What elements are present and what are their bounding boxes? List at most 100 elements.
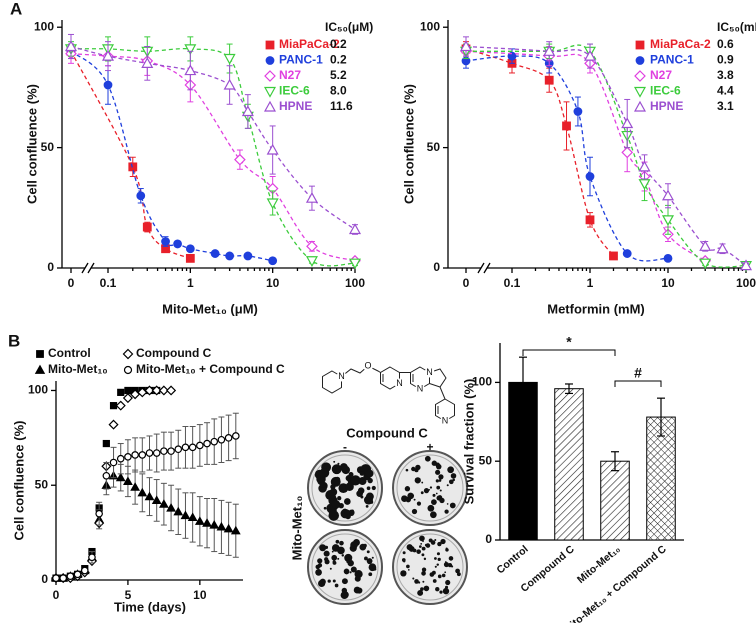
colony xyxy=(323,550,330,557)
colony xyxy=(343,498,351,505)
atom-label: N xyxy=(417,383,424,393)
legend-label: Mito-Met₁₀ + Compound C xyxy=(136,362,285,376)
fit-line xyxy=(465,48,615,257)
colony xyxy=(450,473,457,479)
marker xyxy=(661,215,675,227)
marker xyxy=(224,434,233,442)
marker xyxy=(184,44,197,56)
y-tick-label: 50 xyxy=(41,140,55,154)
marker xyxy=(101,49,115,61)
fit-line xyxy=(70,48,356,267)
colony xyxy=(450,565,454,568)
colony xyxy=(421,553,425,557)
colony xyxy=(331,550,334,553)
y-tick-label: 50 xyxy=(479,453,493,467)
fit-line xyxy=(70,50,273,262)
legend-ic50: 3.8 xyxy=(717,68,734,82)
colony xyxy=(373,567,377,571)
marker xyxy=(173,239,182,249)
colony xyxy=(436,485,441,490)
y-tick-label: 50 xyxy=(35,477,49,491)
marker xyxy=(144,385,155,396)
marker xyxy=(122,393,133,404)
x-tick-label: 1 xyxy=(187,276,194,290)
colony xyxy=(435,479,439,483)
colony xyxy=(407,492,414,500)
colony xyxy=(357,487,365,494)
colony xyxy=(416,549,421,554)
y-tick-label: 100 xyxy=(472,375,492,389)
colony xyxy=(455,568,460,574)
x-tick-label: 5 xyxy=(125,588,132,602)
y-tick-label: 0 xyxy=(47,260,54,274)
marker xyxy=(234,153,246,166)
column-title: Compound C xyxy=(346,425,428,440)
marker xyxy=(266,198,279,210)
legend-ic50: 4.4 xyxy=(717,84,734,98)
y-axis-label: Cell confluence (%) xyxy=(11,421,26,541)
colony xyxy=(412,548,417,553)
row-title: Mito-Met₁₀ xyxy=(289,496,304,561)
marker xyxy=(621,117,634,129)
colony xyxy=(365,469,374,478)
marker xyxy=(167,447,175,455)
marker xyxy=(184,64,197,76)
colony xyxy=(430,540,436,545)
fit-line xyxy=(466,44,747,268)
x-tick-label: 0 xyxy=(463,276,470,290)
marker xyxy=(194,516,205,525)
colony xyxy=(367,477,373,484)
x-tick-label: 0.1 xyxy=(504,276,521,290)
colony xyxy=(406,564,410,569)
marker xyxy=(223,78,236,90)
marker xyxy=(348,258,362,270)
colony xyxy=(345,482,354,492)
colony xyxy=(350,510,355,515)
x-tick-label: Control xyxy=(494,543,530,576)
marker xyxy=(223,53,236,65)
marker xyxy=(109,458,118,467)
y-tick-label: 100 xyxy=(28,383,48,397)
colony xyxy=(359,470,365,476)
colony xyxy=(438,479,442,482)
marker xyxy=(185,244,195,254)
axis-break xyxy=(81,262,89,274)
colony xyxy=(414,477,421,484)
marker xyxy=(116,454,125,463)
marker xyxy=(185,253,195,263)
marker xyxy=(124,386,132,395)
marker xyxy=(638,179,651,190)
marker xyxy=(166,385,177,396)
marker xyxy=(144,491,155,501)
marker xyxy=(80,566,89,575)
marker xyxy=(622,249,632,258)
bar xyxy=(600,460,630,541)
colony xyxy=(435,469,441,475)
marker xyxy=(232,432,240,440)
colony xyxy=(444,571,447,574)
colony xyxy=(334,583,339,588)
colony xyxy=(407,569,410,571)
colony xyxy=(410,548,413,551)
colony xyxy=(449,502,456,509)
legend-marker xyxy=(263,100,277,112)
colony xyxy=(412,577,415,580)
colony xyxy=(439,590,443,594)
colony xyxy=(361,545,365,549)
colony xyxy=(344,553,353,562)
colony xyxy=(445,547,448,550)
marker xyxy=(152,449,161,457)
x-tick-label: 100 xyxy=(736,276,756,290)
axis-break xyxy=(87,262,95,274)
x-axis-label: Time (days) xyxy=(114,599,186,614)
marker xyxy=(266,143,279,155)
colony xyxy=(350,541,358,549)
colony xyxy=(319,468,330,478)
marker xyxy=(348,223,362,235)
legend-label: Control xyxy=(48,346,91,360)
legend-header: IC₅₀(μM) xyxy=(325,20,373,34)
y-axis-label: Survival fraction (%) xyxy=(461,379,476,505)
colony xyxy=(439,489,442,492)
marker xyxy=(241,105,254,117)
legend-marker xyxy=(265,56,275,65)
